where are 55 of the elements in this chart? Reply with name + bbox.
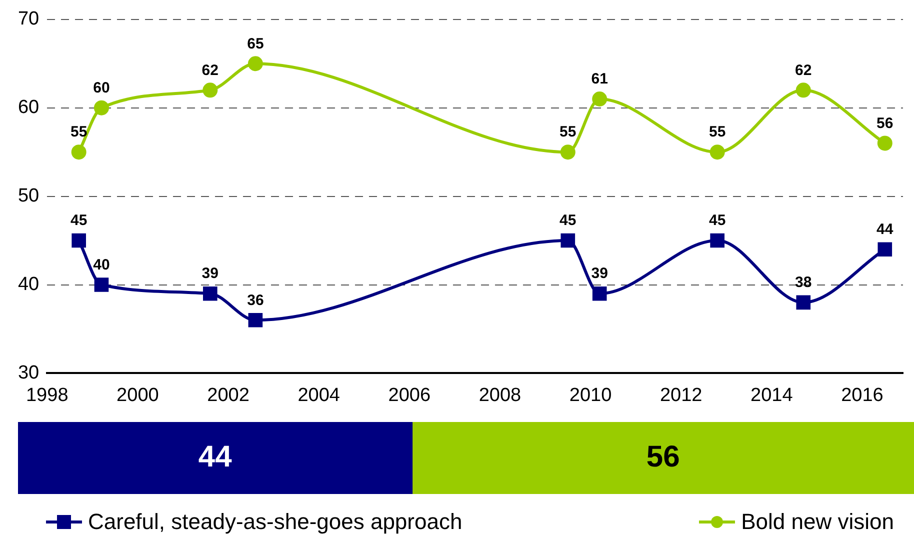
data-label: 38: [795, 274, 812, 292]
point: [592, 286, 607, 301]
point: [560, 233, 576, 248]
data-label: 55: [70, 124, 88, 141]
legend-label: Bold new vision: [741, 509, 894, 535]
data-label: 36: [247, 292, 264, 309]
y-tick-label: 40: [18, 274, 40, 295]
x-tick-label: 1998: [26, 384, 68, 406]
x-tick-label: 2016: [841, 384, 884, 406]
point: [71, 144, 86, 160]
point: [796, 295, 811, 310]
data-label: 55: [560, 124, 576, 141]
data-label: 62: [795, 62, 812, 79]
x-tick-label: 2002: [207, 384, 250, 406]
x-tick-label: 2008: [478, 384, 522, 406]
point: [877, 136, 892, 151]
data-label: 65: [247, 35, 264, 52]
data-label: 61: [591, 70, 608, 88]
point: [94, 278, 109, 292]
x-tick-label: 2006: [388, 384, 431, 406]
point: [796, 82, 811, 98]
x-tick-label: 2012: [660, 384, 702, 406]
point: [203, 286, 218, 301]
point: [248, 312, 263, 328]
point: [72, 233, 86, 248]
legend-label: Careful, steady-as-she-goes approach: [88, 509, 462, 535]
point: [592, 92, 608, 107]
data-label: 45: [70, 212, 88, 230]
point: [202, 82, 218, 98]
point: [710, 233, 724, 248]
y-tick-label: 50: [18, 186, 40, 207]
point: [560, 144, 576, 160]
y-tick-label: 60: [18, 97, 40, 118]
data-label: 44: [198, 440, 232, 474]
point: [94, 100, 109, 116]
data-label: 60: [93, 79, 110, 96]
x-tick-label: 2010: [569, 384, 612, 406]
x-tick-label: 2014: [750, 384, 794, 406]
data-label: 44: [876, 221, 894, 238]
x-tick-label: 2004: [298, 384, 340, 406]
x-tick-label: 2000: [116, 384, 159, 406]
data-label: 56: [646, 440, 680, 474]
data-label: 56: [876, 114, 894, 132]
point: [710, 144, 725, 160]
point: [248, 56, 263, 72]
data-label: 62: [202, 62, 218, 79]
data-label: 55: [708, 124, 726, 141]
y-tick-label: 30: [18, 362, 40, 384]
data-label: 45: [708, 212, 726, 230]
data-label: 40: [93, 256, 110, 274]
point: [878, 242, 892, 257]
data-label: 39: [202, 265, 218, 282]
data-label: 45: [560, 212, 576, 230]
y-tick-label: 70: [18, 8, 40, 30]
data-label: 39: [591, 265, 608, 282]
